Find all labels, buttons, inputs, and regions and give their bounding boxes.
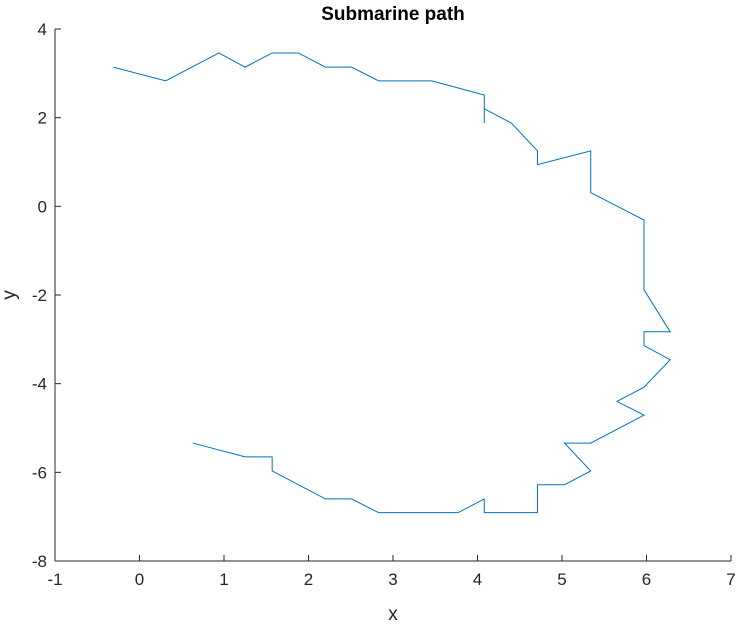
x-tick-label: 2 xyxy=(304,570,313,589)
x-tick-label: 4 xyxy=(473,570,482,589)
y-tick-label: -8 xyxy=(32,552,47,571)
y-tick-label: 4 xyxy=(38,20,47,39)
y-tick-label: -6 xyxy=(32,463,47,482)
axes xyxy=(54,29,731,562)
submarine-path-line xyxy=(113,52,672,514)
x-tick-label: 0 xyxy=(135,570,144,589)
y-tick-label: -2 xyxy=(32,286,47,305)
x-tick-label: -1 xyxy=(47,570,62,589)
x-tick-label: 1 xyxy=(219,570,228,589)
y-axis-label: y xyxy=(0,290,20,300)
series xyxy=(113,52,672,514)
y-tick-label: 2 xyxy=(38,109,47,128)
y-tick-label: -4 xyxy=(32,375,47,394)
y-tick-label: 0 xyxy=(38,197,47,216)
x-tick-label: 3 xyxy=(388,570,397,589)
x-tick-label: 6 xyxy=(642,570,651,589)
chart-title: Submarine path xyxy=(321,4,465,25)
x-tick-label: 7 xyxy=(726,570,735,589)
ticks: -1 0 1 2 3 4 5 6 7 -8 -6 -4 -2 0 2 4 xyxy=(32,20,736,589)
x-tick-label: 5 xyxy=(557,570,566,589)
x-axis-label: x xyxy=(388,604,398,625)
